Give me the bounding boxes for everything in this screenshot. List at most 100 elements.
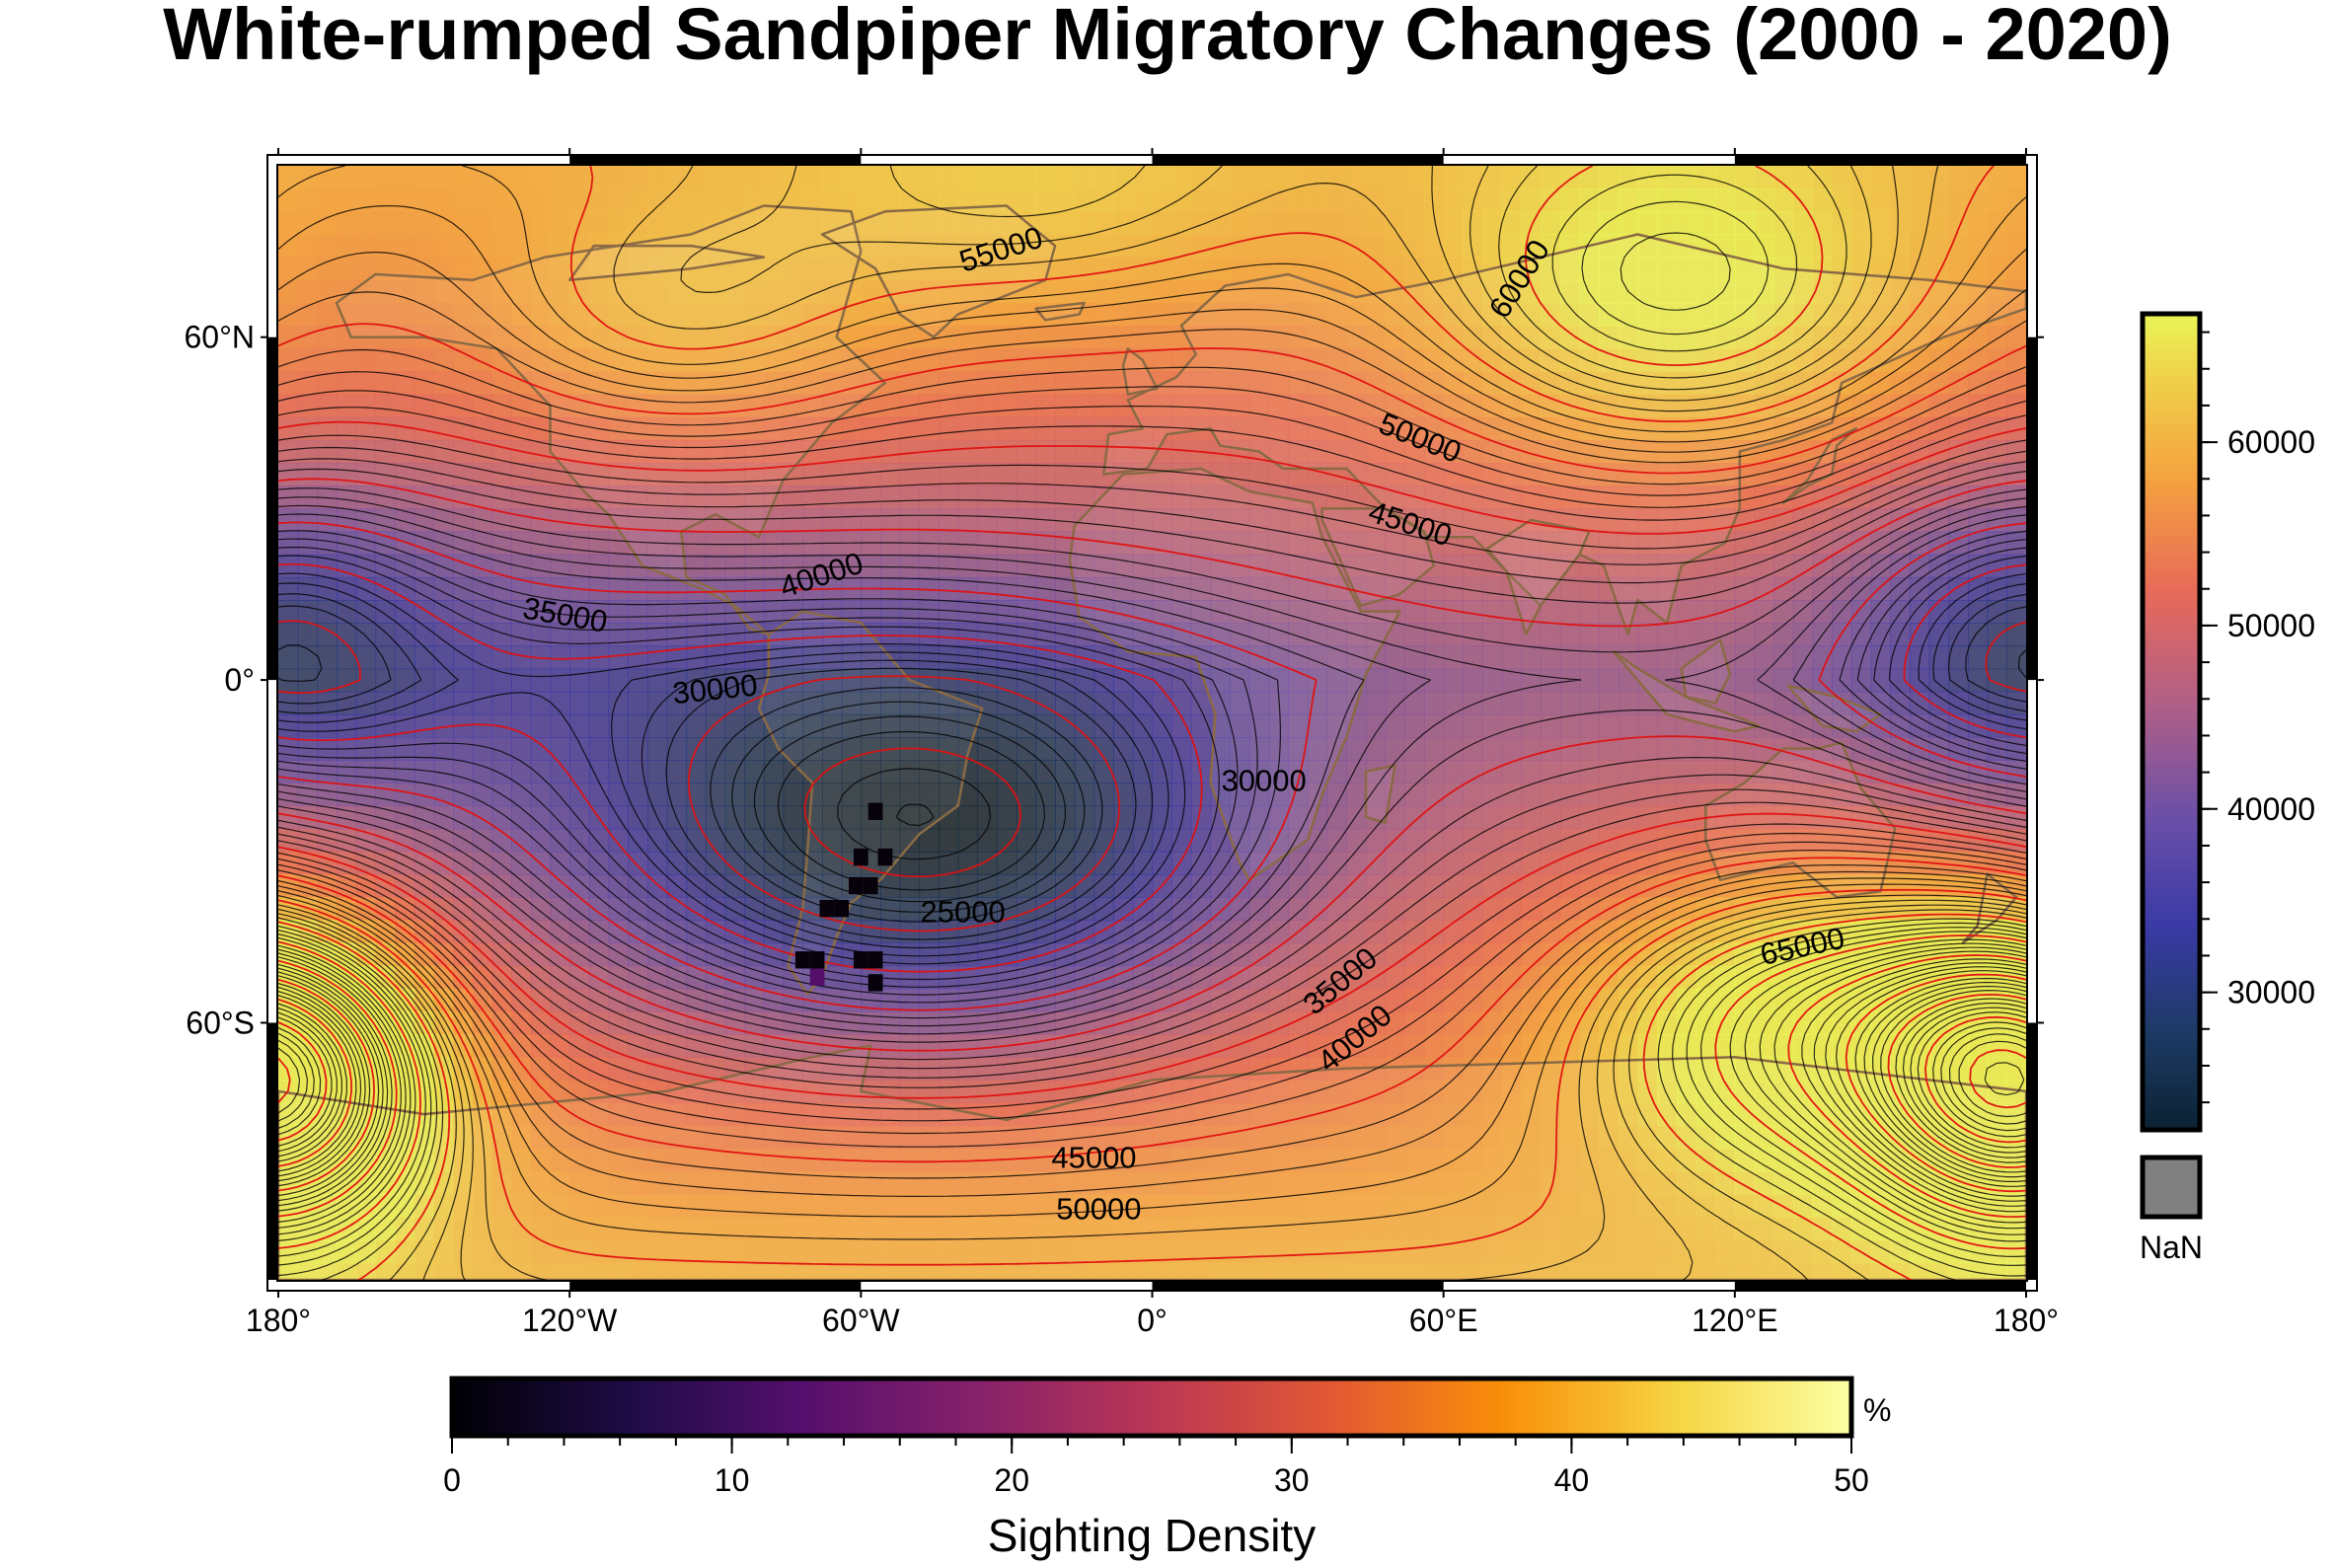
field-cell (1346, 439, 1367, 464)
field-cell (550, 828, 570, 853)
field-cell (588, 371, 610, 396)
field-cell (957, 485, 979, 510)
field-cell (588, 326, 610, 350)
field-cell (744, 897, 765, 922)
field-cell (628, 554, 648, 578)
field-cell (899, 348, 921, 373)
field-cell (1035, 783, 1056, 807)
field-cell (1424, 1034, 1445, 1058)
field-cell (337, 942, 357, 967)
field-cell (1152, 439, 1172, 464)
field-cell (1987, 211, 2008, 236)
field-cell (1035, 668, 1056, 693)
field-cell (1676, 166, 1697, 189)
field-cell (939, 485, 959, 510)
field-cell (1521, 303, 1542, 327)
field-cell (1210, 211, 1231, 236)
field-cell (1579, 691, 1600, 715)
field-cell (997, 805, 1017, 830)
field-cell (1093, 554, 1114, 578)
field-cell (1637, 279, 1658, 304)
field-cell (1832, 508, 1852, 533)
field-cell (1501, 188, 1523, 213)
field-cell (1385, 257, 1406, 281)
field-cell (1832, 463, 1852, 487)
field-cell (1230, 942, 1250, 967)
field-cell (511, 463, 532, 487)
field-cell (1035, 416, 1056, 441)
field-cell (1482, 394, 1503, 418)
field-cell (957, 463, 979, 487)
field-cell (1074, 211, 1095, 236)
field-cell (1968, 348, 1989, 373)
field-cell (414, 371, 435, 396)
field-cell (822, 1010, 843, 1035)
field-cell (1463, 188, 1483, 213)
field-cell (997, 485, 1017, 510)
field-cell (1463, 713, 1483, 738)
field-cell (1016, 371, 1037, 396)
field-cell (1715, 166, 1736, 189)
field-cell (1618, 554, 1639, 578)
field-cell (763, 416, 785, 441)
field-cell (297, 234, 319, 259)
field-cell (880, 394, 901, 418)
field-cell (1501, 211, 1523, 236)
field-cell (1870, 371, 1892, 396)
field-cell (472, 713, 493, 738)
field-cell (1890, 873, 1911, 898)
field-cell (646, 485, 668, 510)
field-cell (744, 211, 765, 236)
field-cell (530, 485, 552, 510)
field-cell (1637, 737, 1658, 761)
elev-tick-label: 40000 (2227, 791, 2315, 827)
field-cell (1773, 554, 1794, 578)
field-cell (977, 371, 998, 396)
field-cell (1463, 211, 1483, 236)
field-cell (2006, 166, 2026, 189)
field-cell (1870, 279, 1892, 304)
field-cell (1715, 760, 1736, 784)
field-cell (646, 326, 668, 350)
field-cell (939, 554, 959, 578)
field-cell (1792, 600, 1814, 624)
field-cell (646, 691, 668, 715)
field-cell (1424, 463, 1445, 487)
field-cell (1870, 211, 1892, 236)
field-cell (588, 348, 610, 373)
field-cell (1248, 166, 1270, 189)
field-cell (899, 965, 921, 990)
field-cell (1366, 920, 1387, 944)
field-cell (1541, 623, 1561, 647)
field-cell (1074, 188, 1095, 213)
field-cell (1695, 988, 1716, 1012)
field-cell (822, 394, 843, 418)
field-cell (1210, 303, 1231, 327)
field-cell (1637, 348, 1658, 373)
field-cell (297, 348, 319, 373)
field-cell (1424, 394, 1445, 418)
field-cell (588, 211, 610, 236)
field-cell (1248, 371, 1270, 396)
field-cell (763, 257, 785, 281)
field-cell (1850, 600, 1872, 624)
field-cell (1792, 211, 1814, 236)
field-cell (1074, 691, 1095, 715)
field-cell (588, 531, 610, 556)
field-cell (1035, 348, 1056, 373)
field-cell (1093, 371, 1114, 396)
field-cell (977, 394, 998, 418)
field-cell (1521, 531, 1542, 556)
field-cell (337, 691, 357, 715)
field-cell (1987, 713, 2008, 738)
field-cell (278, 234, 299, 259)
field-cell (861, 554, 881, 578)
field-cell (997, 439, 1017, 464)
field-cell (1210, 166, 1231, 189)
field-cell (1385, 439, 1406, 464)
field-cell (783, 234, 804, 259)
field-cell (1463, 508, 1483, 533)
field-cell (1559, 303, 1581, 327)
field-cell (1113, 851, 1134, 875)
field-cell (1501, 166, 1523, 189)
